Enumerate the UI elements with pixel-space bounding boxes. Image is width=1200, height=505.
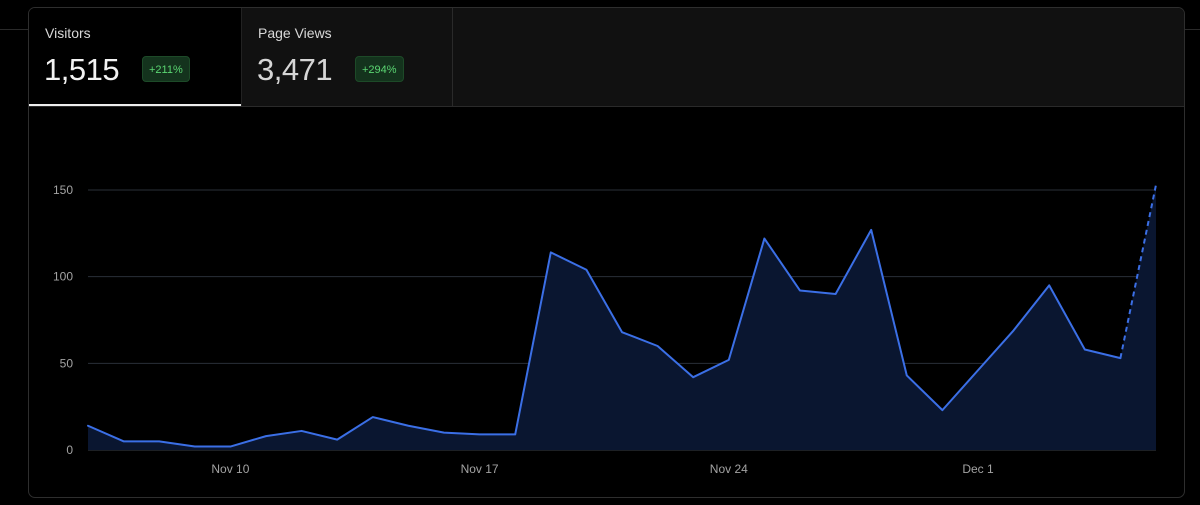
- x-tick-label: Nov 24: [710, 462, 748, 476]
- tab-page-views[interactable]: Page Views 3,471 +294%: [241, 8, 453, 106]
- y-tick-label-150: 150: [53, 183, 73, 197]
- tab-visitors[interactable]: Visitors 1,515 +211%: [29, 8, 241, 106]
- x-tick-label: Nov 17: [461, 462, 499, 476]
- visitors-area-chart: 0 50 100 150 Nov 10 Nov 17 Nov 24 Dec 1: [53, 183, 1157, 476]
- page-views-change-badge: +294%: [355, 56, 404, 82]
- analytics-card: Visitors 1,515 +211% Page Views 3,471 +2…: [28, 7, 1185, 498]
- active-tab-indicator: [29, 104, 241, 106]
- series-line-partial: [1119, 184, 1157, 359]
- visitors-label: Visitors: [45, 25, 91, 41]
- y-tick-label-100: 100: [53, 270, 73, 284]
- series-line: [87, 228, 1122, 448]
- x-tick-label: Dec 1: [962, 462, 994, 476]
- x-tick-label: Nov 10: [211, 462, 249, 476]
- y-tick-label-0: 0: [66, 443, 73, 457]
- visitors-value: 1,515: [44, 52, 120, 87]
- metric-tabs: Visitors 1,515 +211% Page Views 3,471 +2…: [29, 8, 1184, 107]
- page-views-label: Page Views: [258, 25, 332, 41]
- y-tick-label-50: 50: [60, 356, 74, 370]
- page-views-value: 3,471: [257, 52, 333, 87]
- visitors-change-badge: +211%: [142, 56, 190, 82]
- series-area-fill: [88, 184, 1156, 451]
